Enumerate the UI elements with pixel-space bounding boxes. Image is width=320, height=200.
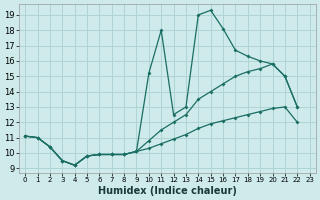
X-axis label: Humidex (Indice chaleur): Humidex (Indice chaleur) (98, 186, 237, 196)
